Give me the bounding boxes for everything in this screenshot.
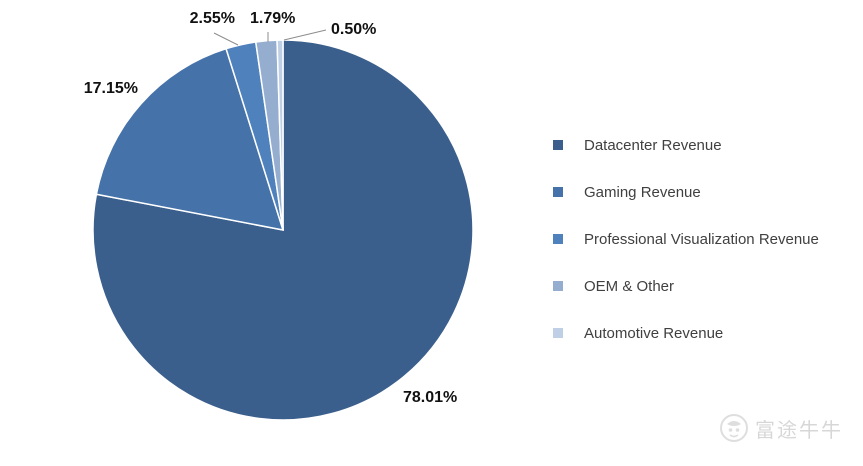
legend-item-gaming: Gaming Revenue xyxy=(553,184,701,201)
slice-gaming xyxy=(95,47,285,231)
slice-automotive xyxy=(276,39,284,231)
legend-label: Automotive Revenue xyxy=(584,325,723,342)
legend-swatch xyxy=(553,281,563,291)
label-datacenter: 78.01% xyxy=(403,389,457,406)
legend: Datacenter Revenue Gaming Revenue Professi… xyxy=(553,137,819,342)
legend-item-datacenter: Datacenter Revenue xyxy=(553,137,722,154)
legend-item-professional-visualization: Professional Visualization Revenue xyxy=(553,231,819,248)
watermark: 富途牛牛 xyxy=(719,413,843,443)
label-gaming: 17.15% xyxy=(84,80,138,97)
legend-swatch xyxy=(553,140,563,150)
legend-label: OEM & Other xyxy=(584,278,674,295)
slice-labels: 78.01% 17.15% 2.55% 1.79% 0.50% xyxy=(84,10,458,406)
slice-datacenter xyxy=(92,39,474,421)
legend-swatch xyxy=(553,328,563,338)
legend-item-automotive: Automotive Revenue xyxy=(553,325,723,342)
leader-line xyxy=(283,29,327,41)
pie-slices xyxy=(92,39,474,421)
legend-item-oem-other: OEM & Other xyxy=(553,278,674,295)
futu-bull-logo-icon xyxy=(720,414,748,442)
legend-swatch xyxy=(553,187,563,197)
legend-swatch xyxy=(553,234,563,244)
label-professional-visualization: 2.55% xyxy=(190,10,235,27)
leader-lines xyxy=(213,29,327,46)
legend-label: Gaming Revenue xyxy=(584,184,701,201)
label-oem-other: 1.79% xyxy=(250,10,295,27)
legend-label: Professional Visualization Revenue xyxy=(584,231,819,248)
watermark-text: 富途牛牛 xyxy=(755,417,843,442)
label-automotive: 0.50% xyxy=(331,21,376,38)
leader-line xyxy=(213,32,239,46)
legend-label: Datacenter Revenue xyxy=(584,137,722,154)
